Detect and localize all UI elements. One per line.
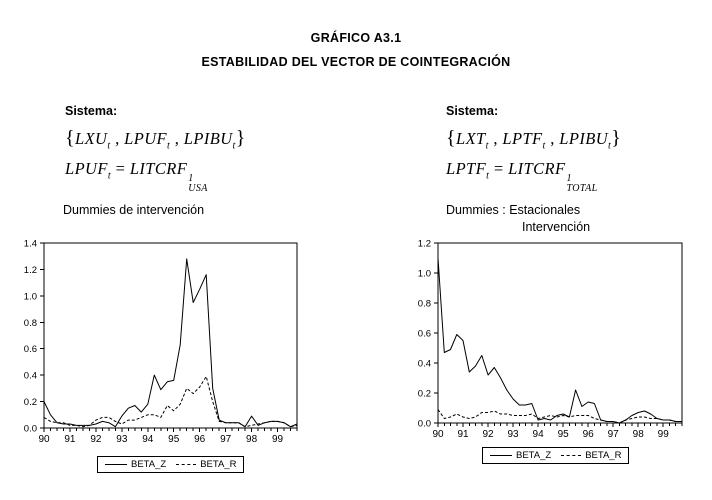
svg-text:97: 97 (220, 434, 232, 445)
right-chart-legend: BETA_Z BETA_R (482, 447, 630, 464)
legend-label-beta-z: BETA_Z (131, 459, 167, 470)
svg-text:90: 90 (38, 434, 50, 445)
legend-label-beta-z: BETA_Z (516, 450, 552, 461)
svg-text:1.2: 1.2 (418, 239, 431, 250)
svg-text:0.2: 0.2 (24, 397, 37, 408)
svg-text:99: 99 (658, 429, 670, 440)
system-left-variable-set: {LXUt , LPUFt , LPIBUt} (65, 127, 246, 152)
svg-text:0.6: 0.6 (24, 344, 37, 355)
legend-item-beta-r: BETA_R (176, 459, 236, 470)
left-chart: 0.0 0.2 0.4 0.6 0.8 1.0 1.2 1.4 90 91 92 93 94 95 96 97… (24, 239, 298, 445)
svg-text:91: 91 (64, 434, 76, 445)
system-left-dummies: Dummies de intervención (63, 203, 205, 218)
svg-text:99: 99 (272, 434, 284, 445)
svg-text:1.4: 1.4 (24, 239, 37, 250)
system-block-left: Sistema: {LXUt , LPUFt , LPIBUt} LPUFt =… (63, 104, 246, 219)
legend-label-beta-r: BETA_R (585, 450, 622, 461)
svg-text:1.0: 1.0 (418, 269, 431, 280)
svg-text:95: 95 (168, 434, 180, 445)
figure-number: GRÁFICO A3.1 (310, 31, 402, 45)
svg-text:97: 97 (608, 429, 620, 440)
legend-item-beta-z: BETA_Z (490, 450, 551, 461)
legend-item-beta-z: BETA_Z (105, 459, 166, 470)
svg-text:0.4: 0.4 (418, 359, 431, 370)
svg-text:0.8: 0.8 (24, 318, 37, 329)
system-right-heading: Sistema: (446, 104, 499, 118)
svg-text:96: 96 (194, 434, 206, 445)
svg-text:0.8: 0.8 (418, 299, 431, 310)
svg-text:96: 96 (583, 429, 595, 440)
dashed-line-sample-icon (561, 455, 582, 456)
system-right-dummies: Dummies : Estacionales Intervención (446, 203, 591, 235)
svg-text:98: 98 (633, 429, 645, 440)
svg-text:95: 95 (558, 429, 570, 440)
system-right-variable-set: {LXTt , LPTFt , LPIBUt} (446, 127, 622, 152)
svg-text:94: 94 (142, 434, 154, 445)
svg-text:94: 94 (533, 429, 545, 440)
svg-text:0.4: 0.4 (24, 371, 37, 382)
svg-text:0.2: 0.2 (418, 389, 431, 400)
left-chart-legend: BETA_Z BETA_R (97, 456, 245, 473)
svg-text:0.0: 0.0 (418, 419, 431, 430)
legend-item-beta-r: BETA_R (561, 450, 621, 461)
system-block-right: Sistema: {LXTt , LPTFt , LPIBUt} LPTFt =… (440, 104, 621, 236)
system-left-equation: LPUFt = LITCRF 1 USA (65, 159, 208, 195)
svg-text:93: 93 (508, 429, 520, 440)
svg-text:1.2: 1.2 (24, 265, 37, 276)
svg-text:98: 98 (246, 434, 258, 445)
svg-text:1.0: 1.0 (24, 291, 37, 302)
svg-text:92: 92 (482, 429, 494, 440)
svg-text:0.6: 0.6 (418, 329, 431, 340)
svg-text:0.0: 0.0 (24, 424, 37, 435)
system-right-equation: LPTFt = LITCRF 1 TOTAL (446, 159, 598, 195)
svg-text:93: 93 (116, 434, 128, 445)
figure-title: ESTABILIDAD DEL VECTOR DE COINTEGRACIÓN (201, 55, 511, 69)
solid-line-sample-icon (490, 455, 512, 456)
svg-text:92: 92 (90, 434, 102, 445)
figure-title-block: GRÁFICO A3.1 ESTABILIDAD DEL VECTOR DE C… (0, 26, 712, 74)
dashed-line-sample-icon (176, 464, 197, 465)
right-chart: 0.0 0.2 0.4 0.6 0.8 1.0 1.2 90 91 92 93 94 95 96 97 98 9… (418, 239, 683, 440)
system-left-heading: Sistema: (65, 104, 118, 118)
legend-label-beta-r: BETA_R (200, 459, 237, 470)
svg-text:91: 91 (457, 429, 469, 440)
solid-line-sample-icon (105, 464, 127, 465)
svg-text:90: 90 (432, 429, 444, 440)
